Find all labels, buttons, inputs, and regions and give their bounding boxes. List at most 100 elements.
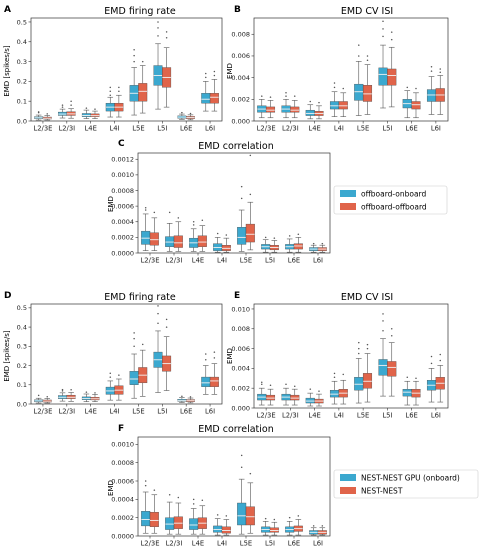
outlier-point (205, 72, 207, 75)
x-tick-label: L4E (84, 125, 96, 133)
panel-f-title: EMD correlation (198, 424, 274, 435)
panel-a: A EMD firing rate EMD [spikes/s] 0.00.10… (3, 5, 223, 133)
x-tick-label: L6I (431, 125, 441, 133)
outlier-point (201, 499, 204, 501)
x-tick-label: L6E (288, 257, 300, 265)
y-tick-label: 0.0010 (111, 441, 134, 449)
x-tick-label: L5E (357, 125, 369, 133)
y-tick-label: 0.0004 (111, 218, 134, 226)
x-tick-label: L2/3I (166, 257, 183, 265)
outlier-point (205, 76, 207, 79)
outlier-point (382, 320, 384, 322)
outlier-point (439, 353, 441, 356)
legend-bottom-label-1: NEST-NEST GPU (onboard) (361, 474, 460, 483)
y-tick-label: 0.000 (231, 117, 250, 125)
outlier-point (61, 104, 64, 106)
box (189, 518, 199, 530)
outlier-point (205, 359, 207, 361)
y-tick-label: 0.0008 (111, 459, 134, 467)
x-tick-label: L6I (313, 540, 323, 548)
y-tick-label: 0.0 (17, 117, 27, 125)
outlier-point (37, 394, 40, 397)
outlier-point (318, 390, 320, 392)
outlier-point (213, 351, 216, 353)
legend-bottom-label-2: NEST-NEST (361, 487, 403, 496)
box (245, 506, 255, 526)
outlier-point (46, 113, 48, 115)
x-tick-label: L5E (240, 257, 252, 265)
outlier-point (366, 55, 369, 57)
outlier-point (321, 242, 324, 245)
box (387, 361, 397, 377)
panel-c-letter: C (118, 139, 125, 149)
outlier-point (157, 305, 159, 307)
y-tick-label: 0.008 (231, 325, 250, 333)
outlier-point (318, 101, 320, 104)
x-tick-label: L4I (334, 125, 344, 133)
y-tick-label: 0.2 (17, 362, 27, 370)
x-tick-label: L4I (334, 412, 344, 420)
outlier-point (358, 44, 360, 46)
box (129, 371, 139, 385)
box (329, 389, 340, 398)
box (269, 527, 279, 533)
box (426, 89, 437, 102)
outlier-point (177, 217, 180, 219)
outlier-point (415, 377, 417, 380)
panel-e-letter: E (234, 291, 240, 301)
x-tick-label: L5I (157, 125, 167, 133)
outlier-point (285, 383, 287, 385)
panel-f-letter: F (118, 424, 124, 434)
legend-bottom-swatch-2 (340, 487, 356, 494)
outlier-point (261, 383, 263, 385)
panel-b-title: EMD CV ISI (341, 6, 393, 17)
outlier-point (288, 516, 291, 519)
x-tick-label: L5I (265, 257, 275, 265)
outlier-point (216, 232, 219, 235)
box (237, 502, 247, 526)
outlier-point (133, 332, 135, 334)
box (209, 93, 219, 104)
outlier-point (192, 221, 195, 223)
y-tick-label: 0.010 (231, 305, 250, 313)
outlier-point (181, 111, 183, 114)
panel-d-plot: 0.0 0.1 0.2 0.3 0.4 0.5 L2/3E L2/3I L4E L4I L5E L5I… (17, 303, 223, 416)
outlier-point (439, 68, 441, 70)
outlier-point (430, 362, 433, 365)
outlier-point (144, 209, 147, 211)
outlier-point (165, 326, 168, 328)
box (213, 525, 223, 533)
outlier-point (430, 355, 433, 358)
y-tick-label: 0.2 (17, 78, 27, 86)
box (197, 235, 207, 247)
outlier-point (366, 59, 369, 62)
outlier-point (342, 373, 344, 376)
box (329, 101, 340, 110)
outlier-point (333, 376, 336, 379)
y-tick-label: 0.0008 (111, 187, 134, 195)
outlier-point (141, 343, 144, 346)
outlier-point (141, 60, 144, 63)
outlier-point (165, 318, 168, 321)
outlier-point (390, 334, 393, 337)
outlier-point (288, 235, 291, 237)
y-tick-label: 0.3 (17, 343, 27, 351)
panel-f-plot: 0.0000 0.0002 0.0004 0.0006 0.0008 0.0010 L2/3… (111, 436, 331, 548)
outlier-point (133, 48, 135, 51)
outlier-point (390, 328, 393, 330)
x-tick-label: L4I (217, 540, 227, 548)
y-tick-label: 0.0 (17, 400, 27, 408)
outlier-point (309, 388, 312, 390)
box (141, 511, 151, 527)
outlier-point (168, 211, 171, 214)
x-tick-label: L5I (382, 412, 392, 420)
y-tick-label: 0.000 (231, 404, 250, 412)
box (378, 67, 388, 86)
outlier-point (37, 111, 40, 113)
outlier-point (382, 35, 384, 38)
box (165, 517, 175, 530)
box (173, 235, 183, 248)
x-tick-label: L6I (205, 125, 215, 133)
panel-e-ylabel: EMD (226, 348, 234, 364)
legend-top-swatch-1 (340, 190, 356, 197)
